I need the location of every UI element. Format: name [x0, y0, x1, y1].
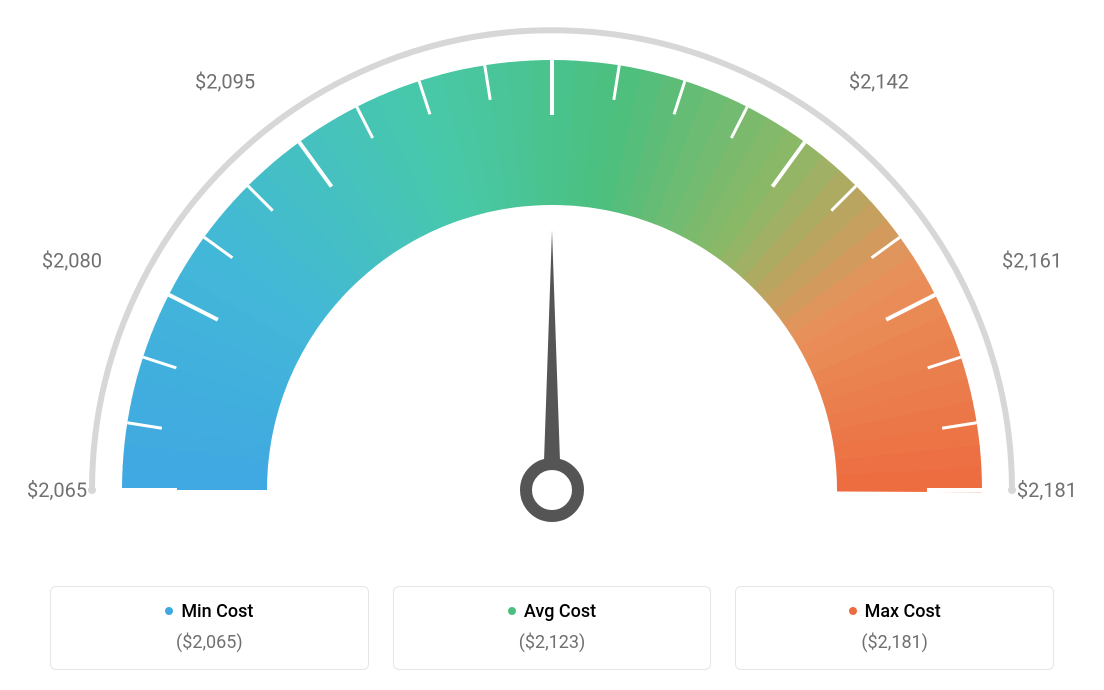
legend-max-title: Max Cost	[754, 601, 1035, 622]
legend-row: Min Cost ($2,065) Avg Cost ($2,123) Max …	[50, 586, 1054, 670]
gauge-scale-label: $2,142	[849, 69, 909, 93]
legend-max-label: Max Cost	[865, 601, 941, 622]
bullet-max-icon	[849, 607, 857, 615]
gauge-needle	[543, 230, 561, 490]
legend-max-card: Max Cost ($2,181)	[735, 586, 1054, 670]
bullet-avg-icon	[508, 607, 516, 615]
legend-min-value: ($2,065)	[69, 632, 350, 653]
cost-gauge-container: $2,065$2,080$2,095$2,123$2,142$2,161$2,1…	[0, 0, 1104, 690]
gauge-hub	[526, 464, 578, 516]
legend-avg-value: ($2,123)	[412, 632, 693, 653]
legend-avg-card: Avg Cost ($2,123)	[393, 586, 712, 670]
legend-min-label: Min Cost	[181, 601, 253, 622]
gauge-chart: $2,065$2,080$2,095$2,123$2,142$2,161$2,1…	[0, 0, 1104, 560]
gauge-svg: $2,065$2,080$2,095$2,123$2,142$2,161$2,1…	[0, 0, 1104, 560]
legend-avg-label: Avg Cost	[524, 601, 596, 622]
gauge-scale-label: $2,095	[195, 69, 255, 93]
bullet-min-icon	[165, 607, 173, 615]
legend-max-value: ($2,181)	[754, 632, 1035, 653]
legend-avg-title: Avg Cost	[412, 601, 693, 622]
legend-min-title: Min Cost	[69, 601, 350, 622]
legend-min-card: Min Cost ($2,065)	[50, 586, 369, 670]
gauge-scale-label: $2,065	[27, 478, 87, 502]
gauge-scale-label: $2,080	[42, 249, 102, 273]
gauge-scale-label: $2,181	[1017, 478, 1077, 502]
gauge-scale-label: $2,161	[1002, 249, 1062, 273]
